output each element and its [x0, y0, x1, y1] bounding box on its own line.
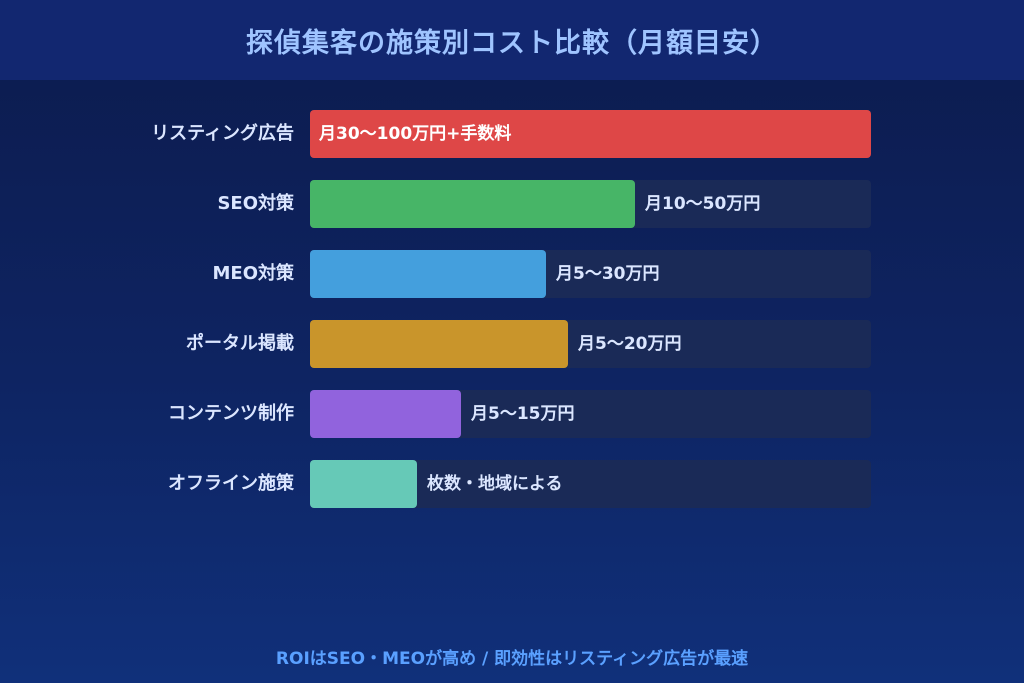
- value-label: 月30〜100万円+手数料: [319, 124, 512, 144]
- bar-row: ポータル掲載 月5〜20万円: [0, 320, 1024, 368]
- bar: [310, 250, 546, 298]
- bar: [310, 110, 871, 158]
- category-label: MEO対策: [212, 263, 294, 284]
- bar-row: MEO対策 月5〜30万円: [0, 250, 1024, 298]
- value-label: 月5〜15万円: [471, 404, 575, 424]
- value-label: 月5〜30万円: [556, 264, 660, 284]
- category-label: リスティング広告: [151, 123, 294, 144]
- bar-row: SEO対策 月10〜50万円: [0, 180, 1024, 228]
- category-label: オフライン施策: [168, 473, 294, 494]
- bar-row: リスティング広告 月30〜100万円+手数料: [0, 110, 1024, 158]
- bar-row: コンテンツ制作 月5〜15万円: [0, 390, 1024, 438]
- footer-note: ROIはSEO・MEOが高め / 即効性はリスティング広告が最速: [275, 649, 749, 669]
- bar: [310, 460, 417, 508]
- category-label: SEO対策: [217, 193, 294, 214]
- value-label: 枚数・地域による: [427, 474, 563, 494]
- bar-row: オフライン施策 枚数・地域による: [0, 460, 1024, 508]
- category-label: コンテンツ制作: [168, 403, 294, 424]
- bar: [310, 180, 635, 228]
- category-label: ポータル掲載: [186, 333, 294, 354]
- value-label: 月10〜50万円: [645, 194, 761, 214]
- value-label: 月5〜20万円: [578, 334, 682, 354]
- bar: [310, 320, 568, 368]
- chart-title: 探偵集客の施策別コスト比較（月額目安）: [246, 27, 778, 59]
- header-bar: 探偵集客の施策別コスト比較（月額目安）: [0, 0, 1024, 80]
- bar: [310, 390, 461, 438]
